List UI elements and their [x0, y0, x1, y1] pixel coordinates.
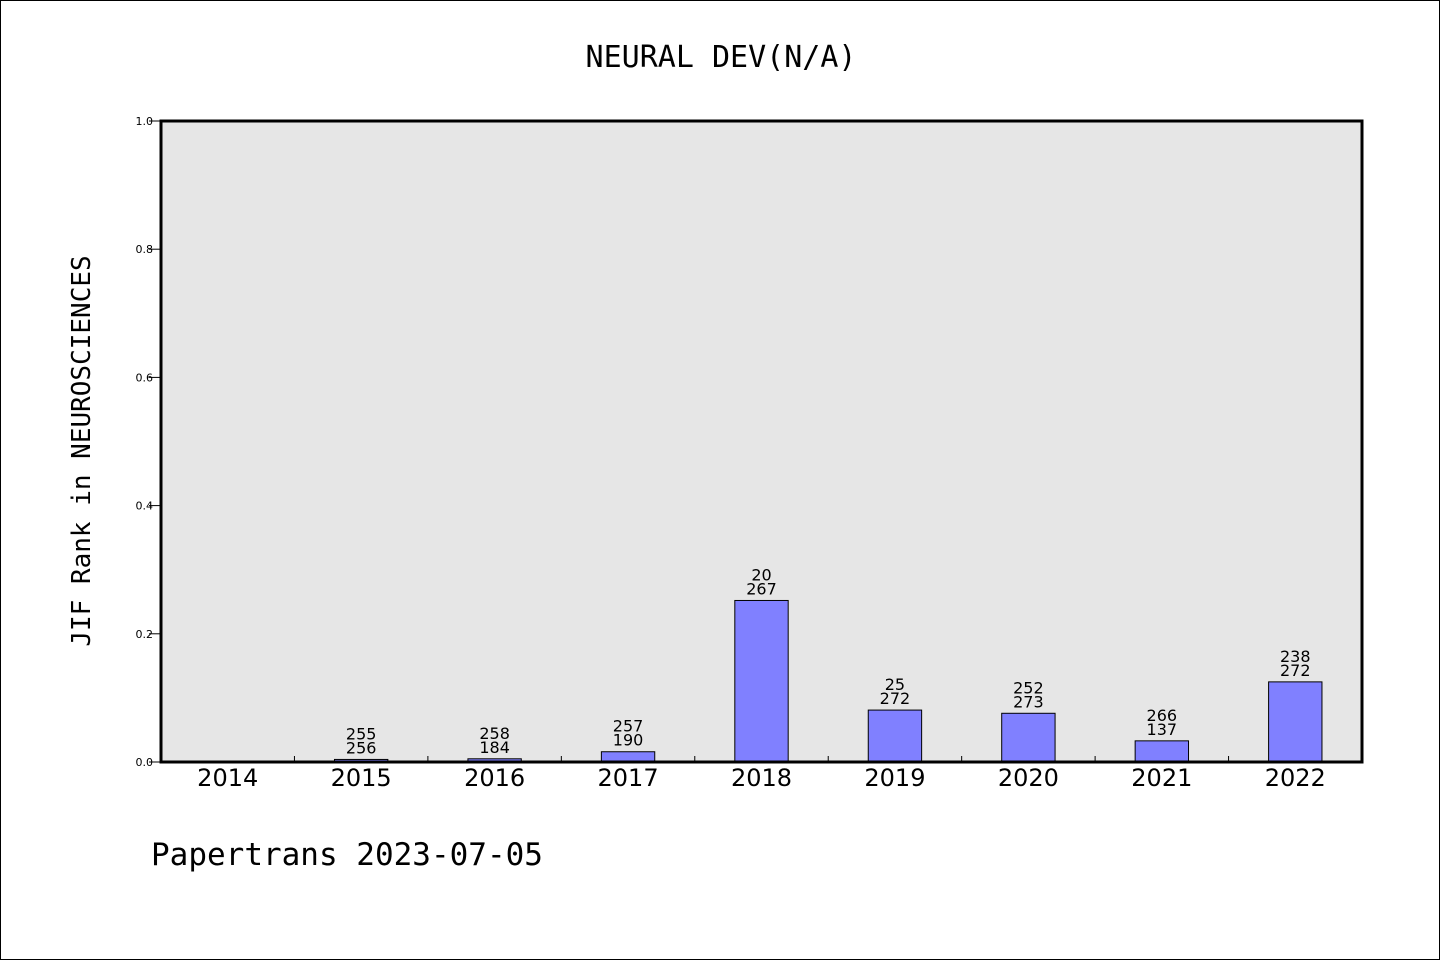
bar-label-total: 184	[479, 738, 510, 757]
x-tick-label: 2019	[864, 764, 925, 792]
bar	[1001, 712, 1056, 763]
footer-text: Papertrans 2023-07-05	[151, 837, 543, 873]
bar-label-total: 267	[746, 579, 777, 598]
bar-label-total: 272	[1280, 661, 1311, 680]
x-tick-label: 2016	[464, 764, 525, 792]
bar-label-rank: 20	[751, 565, 771, 584]
y-tick-label: 0.4	[136, 500, 154, 513]
x-tick-label: 2021	[1131, 764, 1192, 792]
chart-title: NEURAL DEV(N/A)	[586, 40, 857, 75]
plot-border	[159, 119, 1364, 764]
x-tick-label: 2022	[1265, 764, 1326, 792]
bar-label-rank: 25	[885, 675, 905, 694]
bar-label-rank: 257	[613, 717, 644, 736]
bar-label-total: 137	[1147, 720, 1178, 739]
y-axis-label: JIF Rank in NEUROSCIENCES	[67, 255, 97, 646]
bar	[1268, 681, 1323, 763]
bar	[1134, 740, 1190, 763]
bar-label-rank: 266	[1147, 706, 1178, 725]
y-tick-label: 0.0	[136, 756, 154, 769]
y-tick-label: 0.6	[136, 371, 154, 384]
bar	[867, 709, 923, 763]
x-tick-label: 2017	[598, 764, 659, 792]
bar	[734, 599, 789, 763]
x-tick-label: 2020	[998, 764, 1059, 792]
y-tick-label: 0.8	[136, 243, 154, 256]
y-tick-label: 0.2	[136, 628, 154, 641]
bar-label-rank: 258	[479, 724, 510, 743]
y-tick-label: 1.0	[136, 115, 154, 128]
bar-label-total: 256	[346, 738, 377, 757]
x-tick-label: 2018	[731, 764, 792, 792]
bars-group	[333, 599, 1323, 763]
bar-label-rank: 255	[346, 724, 377, 743]
bar-label-rank: 238	[1280, 647, 1311, 666]
bar-label-rank: 252	[1013, 678, 1044, 697]
x-tick-label: 2014	[197, 764, 258, 792]
x-tick-label: 2015	[331, 764, 392, 792]
bar-labels-group: 2552562581842571902026725272252273266137…	[346, 565, 1311, 757]
bar-label-total: 272	[880, 689, 911, 708]
bar-label-total: 273	[1013, 692, 1044, 711]
bar-label-total: 190	[613, 731, 644, 750]
bar	[600, 751, 656, 763]
x-axis-ticks: 2014 2015 2016 2017 2018 2019 2020 2021 2022	[197, 756, 1326, 792]
y-axis-ticks: 0.0 0.2 0.4 0.6 0.8 1.0	[136, 115, 161, 769]
